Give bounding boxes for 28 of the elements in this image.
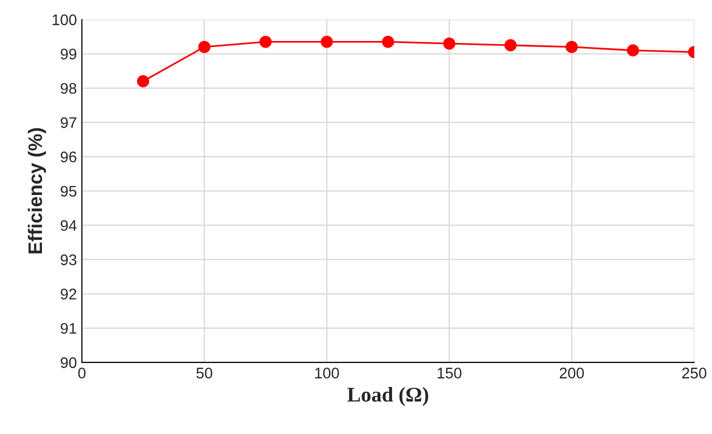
y-tick-label: 97 bbox=[60, 117, 76, 128]
y-tick-label: 91 bbox=[60, 322, 76, 334]
point bbox=[320, 36, 333, 48]
y-tick-label: 99 bbox=[60, 48, 76, 60]
y-tick-label: 98 bbox=[60, 82, 76, 94]
y-tick-label: 96 bbox=[60, 152, 76, 162]
x-tick-label: 250 bbox=[682, 368, 706, 378]
y-tick-label: 95 bbox=[60, 186, 76, 197]
point bbox=[198, 40, 210, 54]
point bbox=[566, 40, 578, 54]
point bbox=[382, 36, 394, 48]
y-tick-label: 90 bbox=[60, 357, 76, 368]
x-tick-label: 50 bbox=[196, 368, 212, 378]
point bbox=[504, 39, 517, 52]
y-tick-label: 94 bbox=[60, 220, 77, 231]
x-tick-label: 150 bbox=[438, 368, 462, 378]
point bbox=[260, 36, 272, 48]
y-tick-label: 100 bbox=[52, 14, 76, 26]
y-axis-title: Efficiency (%) bbox=[28, 128, 46, 254]
point bbox=[626, 44, 640, 56]
point bbox=[137, 75, 150, 88]
y-tick-label: 92 bbox=[60, 288, 76, 300]
x-tick-label: 0 bbox=[78, 368, 86, 378]
x-axis-title: Load (Ω) bbox=[347, 387, 428, 406]
x-tick-label: 100 bbox=[315, 368, 339, 378]
x-tick-label: 200 bbox=[560, 368, 584, 378]
point bbox=[443, 37, 456, 50]
y-tick-label: 93 bbox=[60, 254, 76, 266]
